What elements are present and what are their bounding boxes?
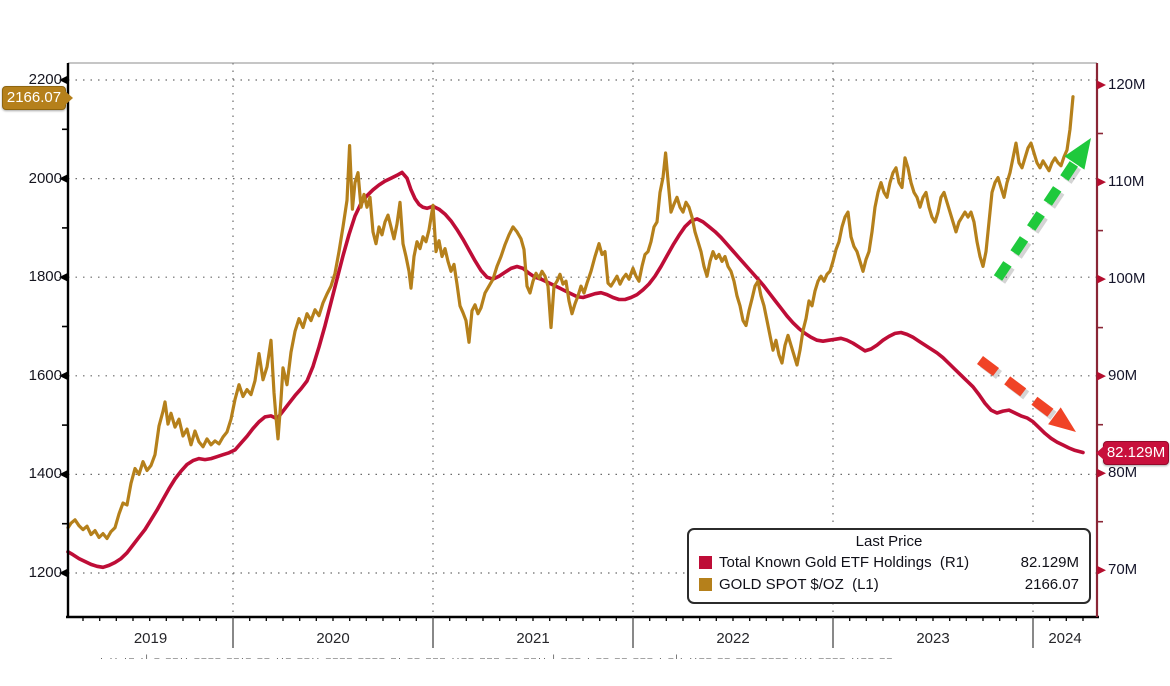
left-tick-arrow-icon [59, 371, 68, 381]
green-up-arrow [993, 138, 1091, 284]
left-tick-arrow-icon [59, 174, 68, 184]
right-tick-arrow-icon [1097, 468, 1106, 478]
legend-row-etf-holdings: Total Known Gold ETF Holdings (R1) 82.12… [699, 551, 1079, 573]
left-tick-arrow-icon [59, 75, 68, 85]
right-tick-arrow-icon [1097, 565, 1106, 575]
gold-last-price-badge: 2166.07 [2, 86, 73, 110]
gold-spot-series-line [66, 95, 1075, 541]
etf-holdings-series-line [66, 170, 1085, 570]
gold-last-price-value: 2166.07 [6, 89, 62, 106]
left-tick-arrow-icon [59, 568, 68, 578]
left-tick-arrow-icon [59, 272, 68, 282]
legend-row-gold-spot: GOLD SPOT $/OZ (L1) 2166.07 [699, 573, 1079, 595]
gold-series-swatch-icon [699, 577, 712, 591]
right-tick-arrow-icon [1097, 274, 1106, 284]
right-tick-arrow-icon [1097, 177, 1106, 187]
etf-last-price-value: 82.129M [1106, 444, 1166, 461]
left-tick-arrow-icon [59, 469, 68, 479]
gold-series-last-price: 2166.07 [1024, 575, 1079, 593]
legend-title: Last Price [855, 533, 923, 550]
etf-series-swatch-icon [699, 555, 712, 569]
legend: Last Price Total Known Gold ETF Holdings… [687, 528, 1091, 604]
etf-series-label: Total Known Gold ETF Holdings (R1) [719, 553, 970, 571]
gold-series-label: GOLD SPOT $/OZ (L1) [719, 575, 879, 593]
red-down-arrow [976, 356, 1076, 432]
footer-fine-print: · ·· ·– ·| – ––·· –––– ––·– –– ··– ––·· … [100, 653, 894, 659]
right-tick-arrow-icon [1097, 371, 1106, 381]
etf-last-price-badge: 82.129M [1096, 441, 1169, 465]
right-tick-arrow-icon [1097, 80, 1106, 90]
etf-series-last-price: 82.129M [1020, 553, 1079, 571]
